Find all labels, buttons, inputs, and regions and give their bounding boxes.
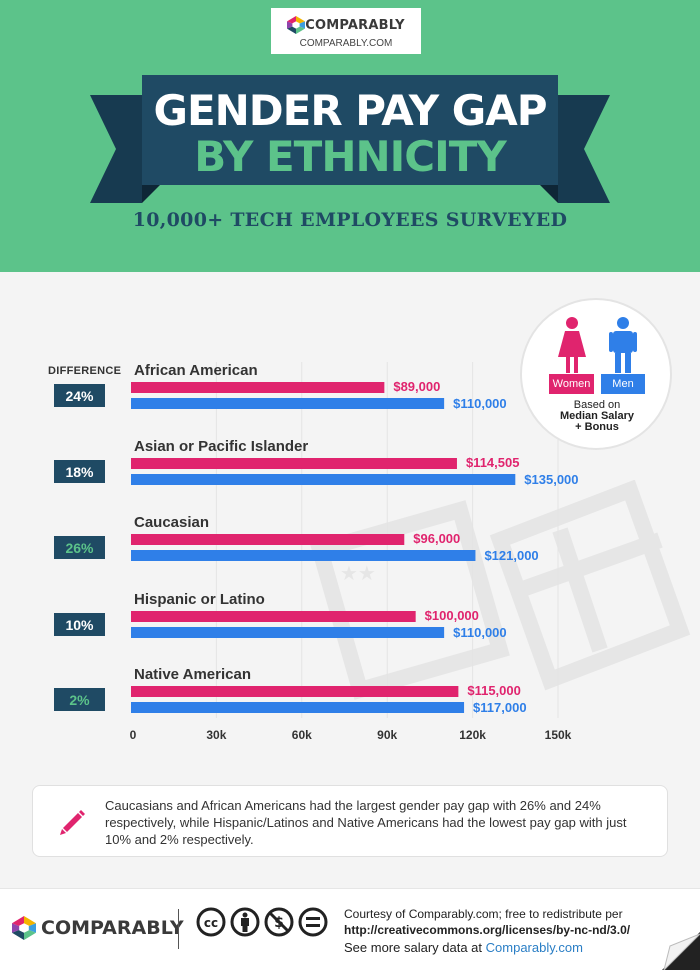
category-label: Native American bbox=[134, 666, 251, 683]
comparably-link[interactable]: Comparably.com bbox=[485, 940, 583, 955]
difference-badge bbox=[54, 536, 105, 559]
legend-women-label: Women bbox=[549, 374, 594, 394]
difference-value: 2% bbox=[69, 692, 90, 708]
category-label: Asian or Pacific Islander bbox=[134, 438, 308, 455]
women-bar bbox=[131, 686, 459, 697]
category-label: Caucasian bbox=[134, 514, 209, 531]
subtitle: 10,000+ TECH EMPLOYEES SURVEYED bbox=[132, 209, 568, 231]
footer: COMPARABLY cc $ Courtesy of Comparably.c… bbox=[0, 888, 700, 970]
credit-text: Courtesy of Comparably.com; free to redi… bbox=[344, 906, 630, 956]
difference-value: 10% bbox=[65, 617, 94, 633]
credit-line-1: Courtesy of Comparably.com; free to redi… bbox=[344, 907, 623, 921]
page-curl bbox=[662, 932, 700, 970]
svg-text:★★: ★★ bbox=[340, 561, 376, 585]
women-value-label: $96,000 bbox=[413, 531, 460, 546]
attribution-icon bbox=[230, 907, 260, 937]
woman-icon bbox=[558, 317, 586, 373]
men-value-label: $117,000 bbox=[473, 700, 527, 715]
difference-value: 18% bbox=[65, 464, 94, 480]
men-value-label: $121,000 bbox=[484, 548, 538, 563]
men-bar bbox=[131, 702, 465, 713]
women-bar bbox=[131, 534, 405, 545]
noncommercial-icon: $ bbox=[264, 907, 294, 937]
difference-value: 26% bbox=[65, 540, 94, 556]
bar-chart: African American 24% $89,000 $110,000 Asian … bbox=[54, 362, 579, 742]
legend-circle bbox=[520, 298, 672, 450]
women-bar bbox=[131, 611, 416, 622]
svg-text:cc: cc bbox=[204, 916, 218, 930]
legend-note-line-1: Based on bbox=[573, 399, 621, 411]
logo-box[interactable]: COMPARABLY COMPARABLY.COM bbox=[271, 8, 421, 54]
credit-line-3-prefix: See more salary data at bbox=[344, 940, 486, 955]
difference-badge bbox=[54, 613, 105, 636]
noderivatives-icon bbox=[298, 907, 328, 937]
legend-note: Based on Median Salary + Bonus bbox=[540, 400, 654, 433]
x-tick-label: 60k bbox=[292, 728, 312, 742]
pencil-icon bbox=[60, 810, 85, 835]
credit-license-link[interactable]: http://creativecommons.org/licenses/by-n… bbox=[344, 923, 631, 937]
difference-value: 24% bbox=[65, 388, 94, 404]
summary-note-text: Caucasians and African Americans had the… bbox=[105, 798, 627, 847]
x-tick-label: 90k bbox=[377, 728, 397, 742]
difference-badge bbox=[54, 688, 105, 711]
x-tick-label: 150k bbox=[545, 728, 572, 742]
comparably-logo-icon bbox=[12, 916, 36, 940]
man-icon bbox=[609, 317, 637, 373]
women-value-label: $114,505 bbox=[466, 455, 520, 470]
women-bar bbox=[131, 458, 457, 469]
category-label: Hispanic or Latino bbox=[134, 591, 265, 608]
men-bar bbox=[131, 550, 476, 561]
women-value-label: $100,000 bbox=[425, 608, 479, 623]
women-value-label: $115,000 bbox=[467, 683, 521, 698]
ballot-watermark: ★★ bbox=[310, 480, 691, 700]
women-value-label: $89,000 bbox=[393, 379, 440, 394]
men-value-label: $110,000 bbox=[453, 396, 507, 411]
title-line-1: GENDER PAY GAP bbox=[153, 86, 547, 135]
legend-note-line-2: Median Salary bbox=[560, 410, 634, 422]
comparably-logo-icon bbox=[287, 16, 306, 34]
men-bar bbox=[131, 398, 445, 409]
credit-line-3: See more salary data at Comparably.com bbox=[344, 940, 630, 956]
header: COMPARABLY COMPARABLY.COM GENDER PAY GAP… bbox=[0, 0, 700, 272]
title-line-2: BY ETHNICITY bbox=[194, 132, 507, 181]
footer-logo[interactable]: COMPARABLY bbox=[12, 916, 184, 940]
logo-url: COMPARABLY.COM bbox=[299, 38, 393, 49]
x-tick-label: 0 bbox=[130, 728, 137, 742]
difference-badge bbox=[54, 384, 105, 407]
x-tick-label: 120k bbox=[459, 728, 486, 742]
x-tick-label: 30k bbox=[206, 728, 226, 742]
title-banner bbox=[90, 75, 610, 203]
difference-header: DIFFERENCE bbox=[48, 365, 122, 377]
men-value-label: $110,000 bbox=[453, 625, 507, 640]
footer-divider bbox=[178, 909, 179, 949]
men-bar bbox=[131, 474, 516, 485]
license-icons: cc $ bbox=[196, 907, 328, 937]
cc-icon: cc bbox=[196, 907, 226, 937]
summary-note: Caucasians and African Americans had the… bbox=[32, 785, 668, 857]
legend-men-label: Men bbox=[601, 374, 645, 394]
logo-text: COMPARABLY bbox=[305, 17, 405, 33]
legend-note-line-3: + Bonus bbox=[575, 421, 619, 433]
difference-badge bbox=[54, 460, 105, 483]
men-value-label: $135,000 bbox=[524, 472, 578, 487]
women-bar bbox=[131, 382, 385, 393]
men-bar bbox=[131, 627, 445, 638]
footer-logo-text: COMPARABLY bbox=[41, 917, 184, 939]
category-label: African American bbox=[134, 362, 258, 379]
